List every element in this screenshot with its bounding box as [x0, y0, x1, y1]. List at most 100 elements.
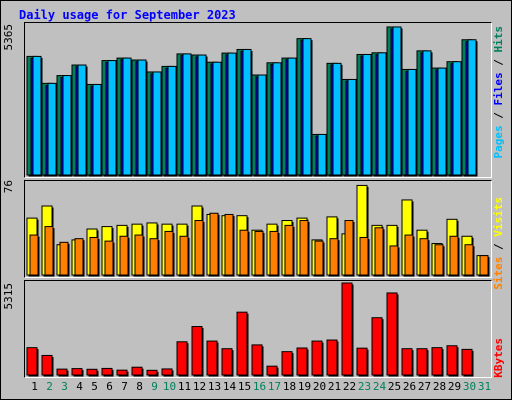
pages-bar-day-3	[62, 75, 73, 177]
legend-entry: Visits	[492, 197, 505, 237]
day-label-2: 2	[46, 380, 53, 393]
sites-bar-day-19	[299, 220, 310, 277]
day-label-18: 18	[282, 380, 297, 393]
pages-bar-day-18	[287, 57, 298, 177]
sites-bar-day-14	[224, 213, 235, 277]
kbytes-max-label: 5315	[2, 283, 15, 310]
sites-bar-day-15	[239, 229, 250, 277]
pages-bar-day-6	[107, 60, 118, 177]
day-label-27: 27	[417, 380, 432, 393]
kbytes-bar-day-18	[281, 351, 294, 377]
kbytes-bar-day-15	[236, 311, 249, 377]
sites-bar-day-28	[434, 244, 445, 277]
kbytes-bar-day-20	[311, 340, 324, 377]
kbytes-bar-day-10	[161, 368, 174, 377]
pages-bar-day-17	[272, 62, 283, 177]
pages-bar-day-11	[182, 53, 193, 177]
sites-bar-day-13	[209, 212, 220, 277]
kbytes-legend: KBytes	[492, 338, 505, 378]
pages-bar-day-7	[122, 57, 133, 177]
pages-bar-day-15	[242, 48, 253, 177]
chart-title: Daily usage for September 2023	[19, 8, 236, 22]
kbytes-bar-day-12	[191, 326, 204, 377]
pages-bar-day-26	[407, 68, 418, 177]
pages-bar-day-13	[212, 61, 223, 177]
sites-bar-day-10	[164, 230, 175, 277]
kbytes-bar-day-8	[131, 366, 144, 377]
pages-bar-day-29	[452, 61, 463, 177]
sites-visits-legend: Sites / Visits	[492, 197, 505, 290]
pages-bar-day-20	[317, 133, 328, 177]
pages-bar-day-14	[227, 52, 238, 177]
day-label-3: 3	[61, 380, 68, 393]
day-label-19: 19	[297, 380, 312, 393]
day-label-12: 12	[192, 380, 207, 393]
sites-bar-day-29	[449, 235, 460, 277]
pages-bar-day-23	[362, 53, 373, 177]
sites-bar-day-3	[59, 241, 70, 277]
pages-bar-day-24	[377, 52, 388, 177]
day-label-10: 10	[162, 380, 177, 393]
pages-files-hits-legend: Pages / Files / Hits	[492, 26, 505, 159]
day-label-28: 28	[432, 380, 447, 393]
kbytes-bar-day-21	[326, 339, 339, 377]
sites-bar-day-7	[119, 235, 130, 277]
day-label-30: 30	[462, 380, 477, 393]
sites-bar-day-24	[374, 227, 385, 277]
pages-bar-day-10	[167, 65, 178, 177]
legend-entry: /	[492, 52, 505, 73]
kbytes-bar-day-23	[356, 347, 369, 377]
kbytes-bar-day-14	[221, 348, 234, 377]
sites-bar-day-11	[179, 235, 190, 277]
day-label-9: 9	[151, 380, 158, 393]
sites-bar-day-18	[284, 224, 295, 277]
kbytes-bar-day-1	[26, 347, 39, 377]
day-label-16: 16	[252, 380, 267, 393]
day-label-6: 6	[106, 380, 113, 393]
pages-bar-day-2	[47, 82, 58, 177]
sites-bar-day-23	[359, 236, 370, 277]
legend-entry: Hits	[492, 26, 505, 53]
day-label-11: 11	[177, 380, 192, 393]
kbytes-bar-day-19	[296, 347, 309, 377]
kbytes-bar-day-2	[41, 354, 54, 377]
day-label-14: 14	[222, 380, 237, 393]
pages-bar-day-4	[77, 64, 88, 177]
day-label-22: 22	[342, 380, 357, 393]
kbytes-bar-day-11	[176, 341, 189, 377]
day-label-4: 4	[76, 380, 83, 393]
pages-bar-day-19	[302, 38, 313, 177]
day-label-17: 17	[267, 380, 282, 393]
kbytes-bar-day-6	[101, 367, 114, 377]
day-label-13: 13	[207, 380, 222, 393]
sites-bar-day-16	[254, 230, 265, 277]
kbytes-bar-day-4	[71, 368, 84, 377]
legend-entry: /	[492, 236, 505, 257]
day-label-20: 20	[312, 380, 327, 393]
kbytes-bar-day-9	[146, 369, 159, 377]
kbytes-bar-day-13	[206, 340, 219, 377]
day-label-21: 21	[327, 380, 342, 393]
legend-entry: Sites	[492, 256, 505, 290]
sites-bar-day-30	[464, 244, 475, 277]
sites-bar-day-8	[134, 234, 145, 277]
kbytes-bar-day-28	[431, 347, 444, 377]
kbytes-bar-day-30	[461, 348, 474, 377]
kbytes-bar-day-25	[386, 292, 399, 377]
visits-sites-plot	[26, 184, 490, 277]
hits-files-pages-panel	[24, 22, 492, 178]
visits-max-label: 76	[2, 180, 15, 194]
legend-entry: Pages	[492, 125, 505, 159]
day-axis-labels: 1 2 3 4 5 6 7 8 9 10 11 12 13 14 15 16 17 18 19 20 21 22 23 24 2…	[24, 380, 491, 394]
kbytes-plot	[26, 282, 474, 377]
day-label-5: 5	[91, 380, 98, 393]
day-label-25: 25	[387, 380, 402, 393]
pages-bar-day-12	[197, 54, 208, 177]
hits-files-pages-plot	[26, 26, 478, 177]
day-label-26: 26	[402, 380, 417, 393]
kbytes-bar-day-16	[251, 344, 264, 377]
pages-bar-day-30	[467, 39, 478, 177]
sites-bar-day-22	[344, 220, 355, 277]
sites-bar-day-1	[29, 234, 40, 277]
kbytes-bar-day-7	[116, 369, 129, 377]
